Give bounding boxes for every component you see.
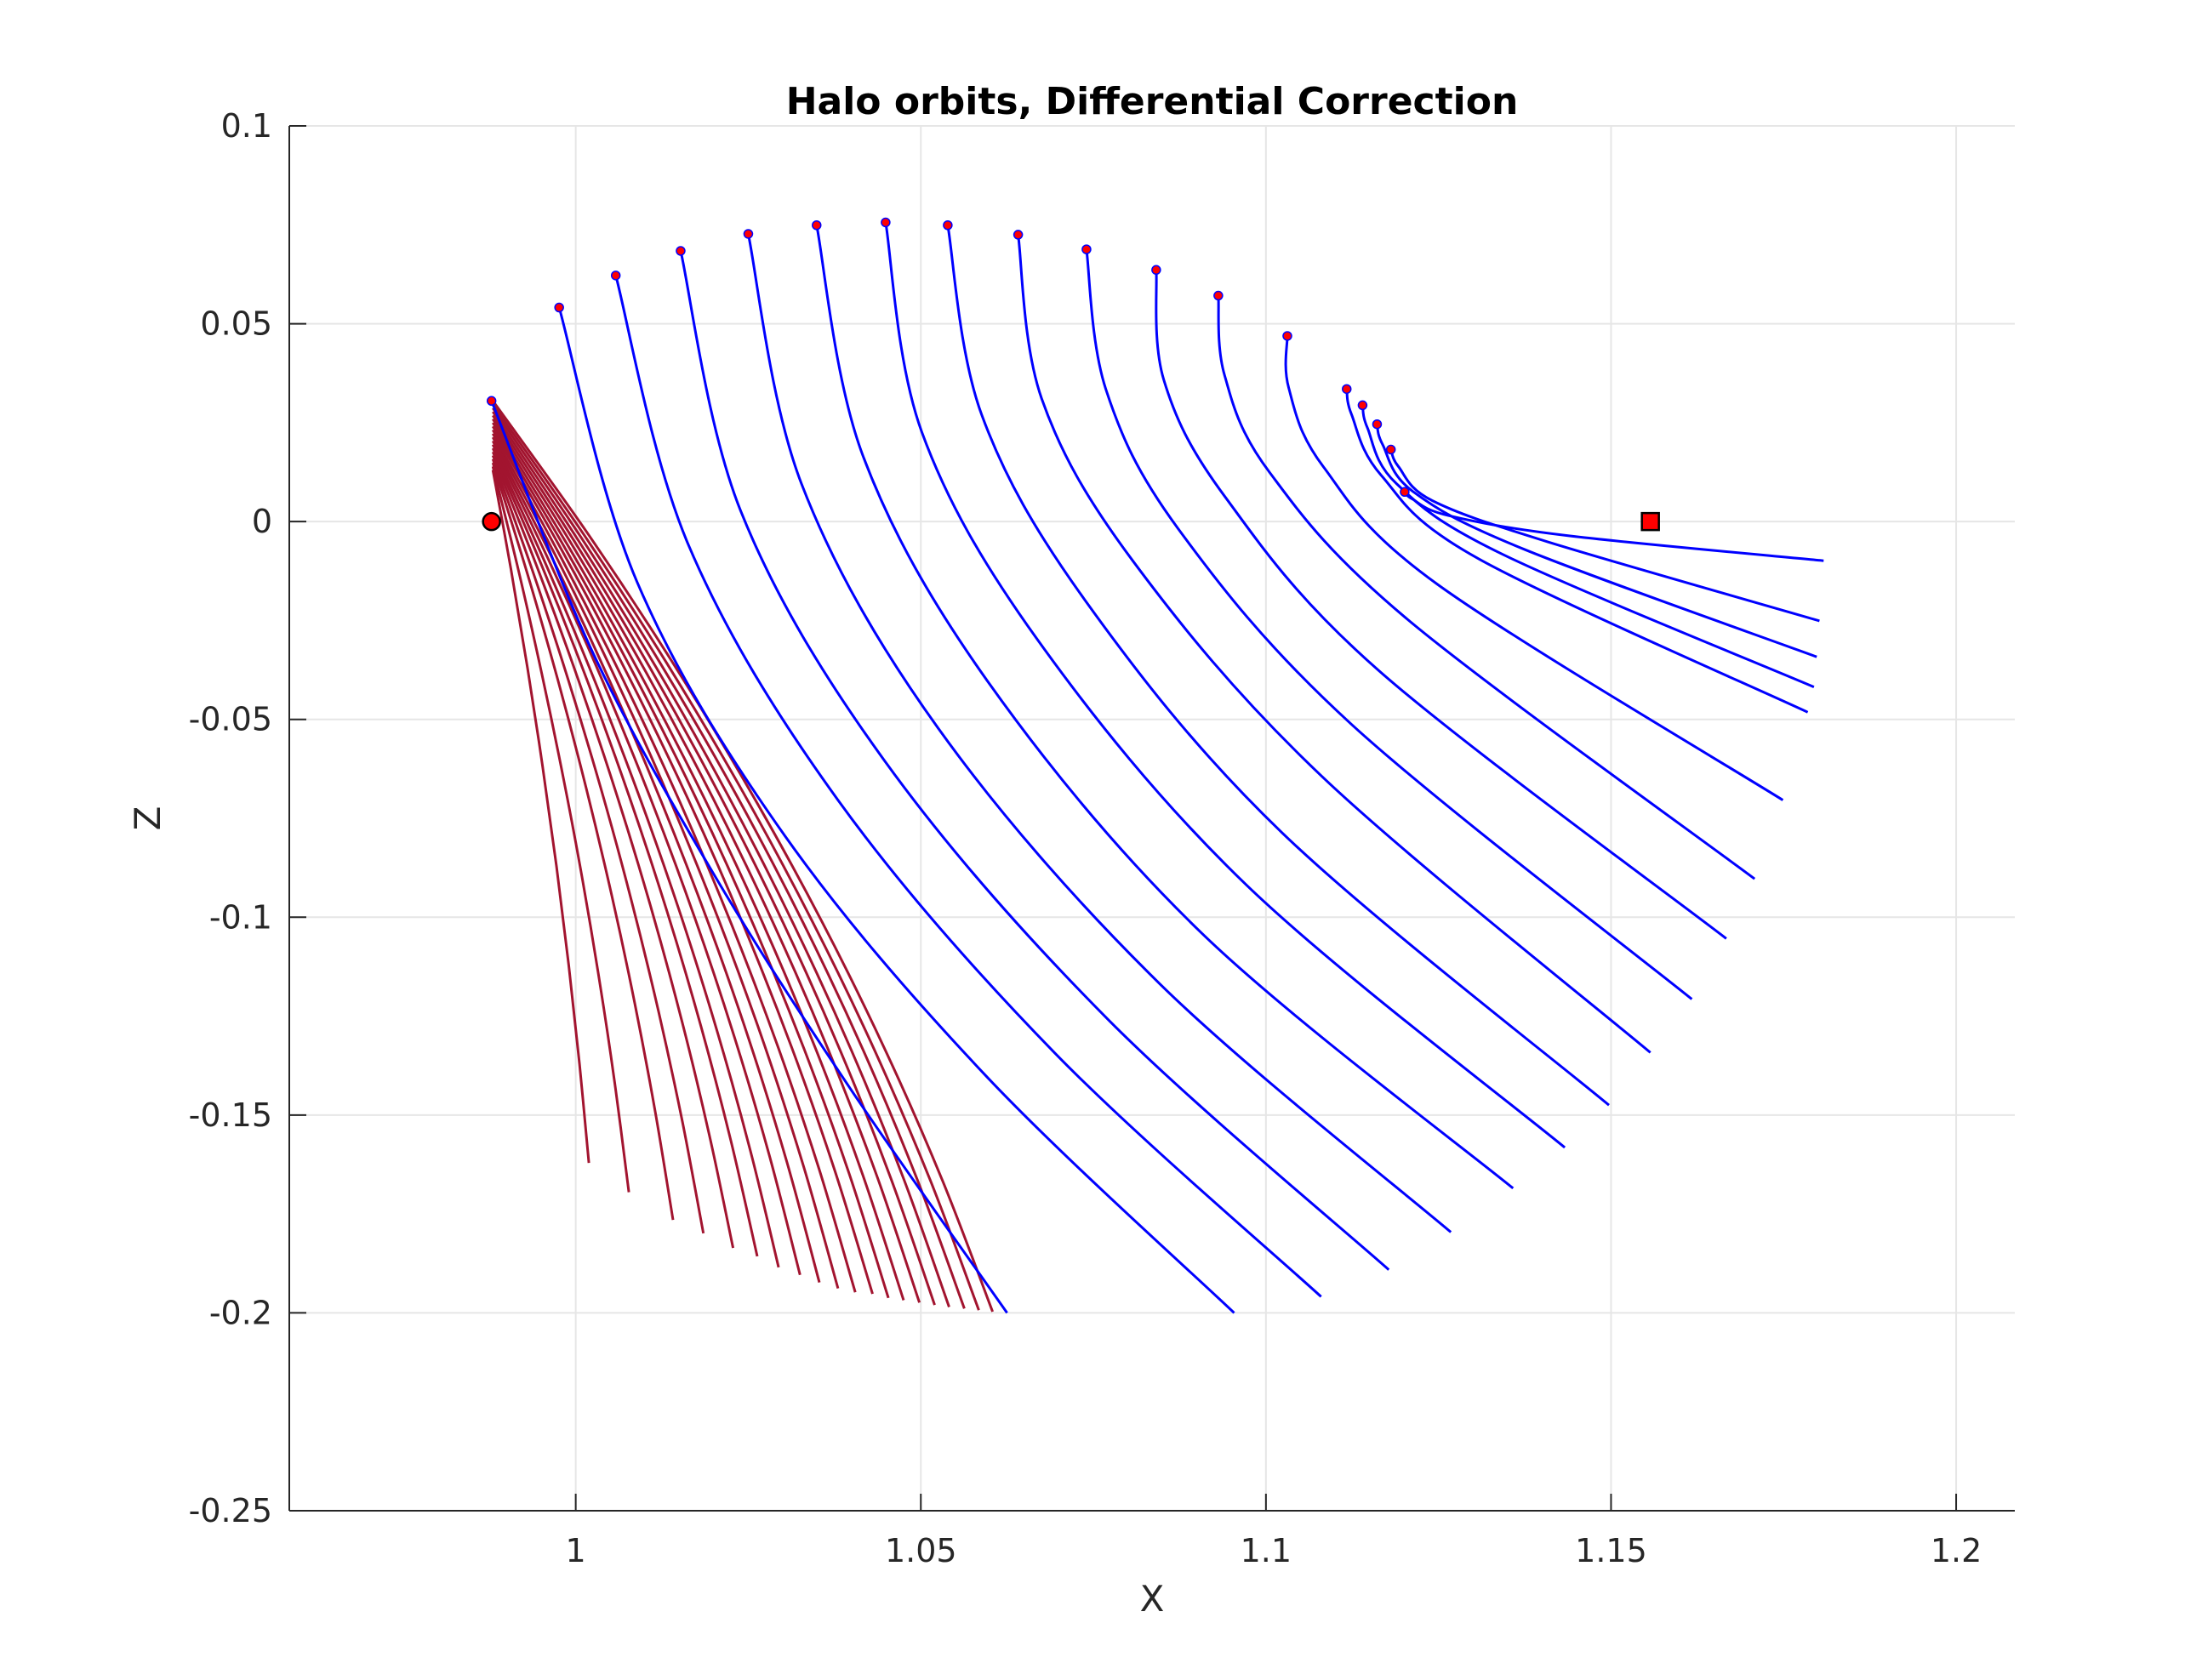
converged-orbit-curve — [490, 400, 1008, 1314]
iteration-curve — [492, 403, 980, 1311]
converged-orbit-curve — [1155, 270, 1727, 940]
iteration-curve — [492, 418, 921, 1303]
converged-orbit-curve — [1085, 248, 1693, 1000]
orbit-start-point — [1342, 384, 1352, 395]
converged-orbit-curve — [746, 233, 1452, 1233]
iteration-curve — [492, 422, 905, 1301]
iteration-curve — [491, 451, 759, 1257]
orbit-start-point — [1385, 444, 1396, 455]
iteration-curve — [491, 458, 705, 1234]
orbit-start-point — [1282, 331, 1292, 341]
axes — [288, 125, 2015, 1512]
converged-orbit-curve — [679, 250, 1390, 1271]
iteration-curve — [491, 466, 630, 1193]
iteration-curve — [492, 400, 995, 1313]
x-tick-label: 1.2 — [1931, 1532, 1982, 1569]
orbit-start-point — [743, 229, 754, 239]
iteration-curve — [491, 444, 802, 1276]
iteration-curve — [492, 414, 936, 1306]
orbit-start-point — [1151, 265, 1161, 276]
primary-body-marker — [482, 511, 501, 532]
y-axis-title: Z — [127, 806, 168, 831]
iteration-curve — [492, 411, 950, 1308]
converged-orbit-curve — [815, 225, 1515, 1190]
x-axis-title: X — [1140, 1578, 1165, 1620]
orbit-start-point — [1400, 487, 1410, 498]
orbit-start-point — [812, 220, 822, 231]
chart-title: Halo orbits, Differential Correction — [786, 80, 1519, 123]
y-tick-label: 0 — [252, 503, 272, 540]
x-tick-label: 1.05 — [885, 1532, 957, 1569]
x-tick-label: 1 — [566, 1532, 586, 1569]
converged-orbit-curve — [884, 222, 1566, 1149]
orbit-start-point — [1213, 290, 1224, 301]
converged-orbit-curve — [1345, 389, 1809, 714]
plot-background — [289, 126, 2015, 1511]
iteration-curve — [492, 425, 890, 1299]
orbit-start-point — [554, 302, 564, 313]
orbit-start-point — [1372, 419, 1383, 430]
orbit-start-point — [486, 396, 497, 407]
converged-orbit-curve — [1389, 448, 1820, 623]
lagrange-point-marker — [1640, 511, 1660, 532]
converged-orbit-curve — [557, 307, 1235, 1314]
iteration-curve — [491, 447, 780, 1268]
y-tick-label: -0.2 — [209, 1294, 272, 1331]
start-point-markers — [486, 217, 1410, 498]
iteration-curve — [491, 429, 874, 1295]
y-tick-label: -0.05 — [189, 701, 272, 738]
y-tick-label: -0.1 — [209, 898, 272, 936]
iteration-curve — [491, 454, 735, 1249]
y-tick-labels: 0.1 0.05 0 -0.05 -0.1 -0.15 -0.2 -0.25 — [189, 107, 272, 1529]
iteration-curves — [491, 400, 995, 1313]
y-tick-label: -0.25 — [189, 1492, 272, 1529]
iteration-curve — [491, 436, 840, 1290]
y-tick-label: 0.05 — [200, 305, 272, 343]
x-tick-labels: 1 1.05 1.1 1.15 1.2 — [566, 1532, 1982, 1569]
iteration-curve — [491, 470, 590, 1164]
converged-orbit-curve — [1403, 491, 1824, 562]
special-markers — [482, 511, 1660, 532]
converged-orbit-curve — [1017, 234, 1652, 1054]
orbit-start-point — [1013, 230, 1024, 240]
orbit-start-point — [610, 271, 621, 281]
converged-orbit-curve — [1376, 424, 1817, 658]
orbit-start-point — [676, 246, 686, 256]
converged-orbit-curve — [1361, 405, 1815, 688]
iteration-curve — [492, 407, 966, 1309]
converged-orbit-curve — [1284, 335, 1784, 801]
iteration-curve — [491, 462, 675, 1221]
y-tick-label: 0.1 — [221, 107, 272, 145]
x-tick-label: 1.15 — [1575, 1532, 1647, 1569]
orbit-start-point — [1357, 400, 1368, 411]
x-tick-label: 1.1 — [1241, 1532, 1292, 1569]
orbit-start-point — [943, 220, 953, 231]
converged-orbit-curves — [490, 222, 1824, 1314]
converged-orbit-curve — [1217, 295, 1756, 880]
converged-orbit-curve — [614, 275, 1322, 1298]
converged-orbit-curve — [946, 225, 1610, 1107]
y-tick-label: -0.15 — [189, 1096, 272, 1134]
orbit-start-point — [1081, 244, 1092, 254]
orbit-start-point — [881, 217, 891, 228]
